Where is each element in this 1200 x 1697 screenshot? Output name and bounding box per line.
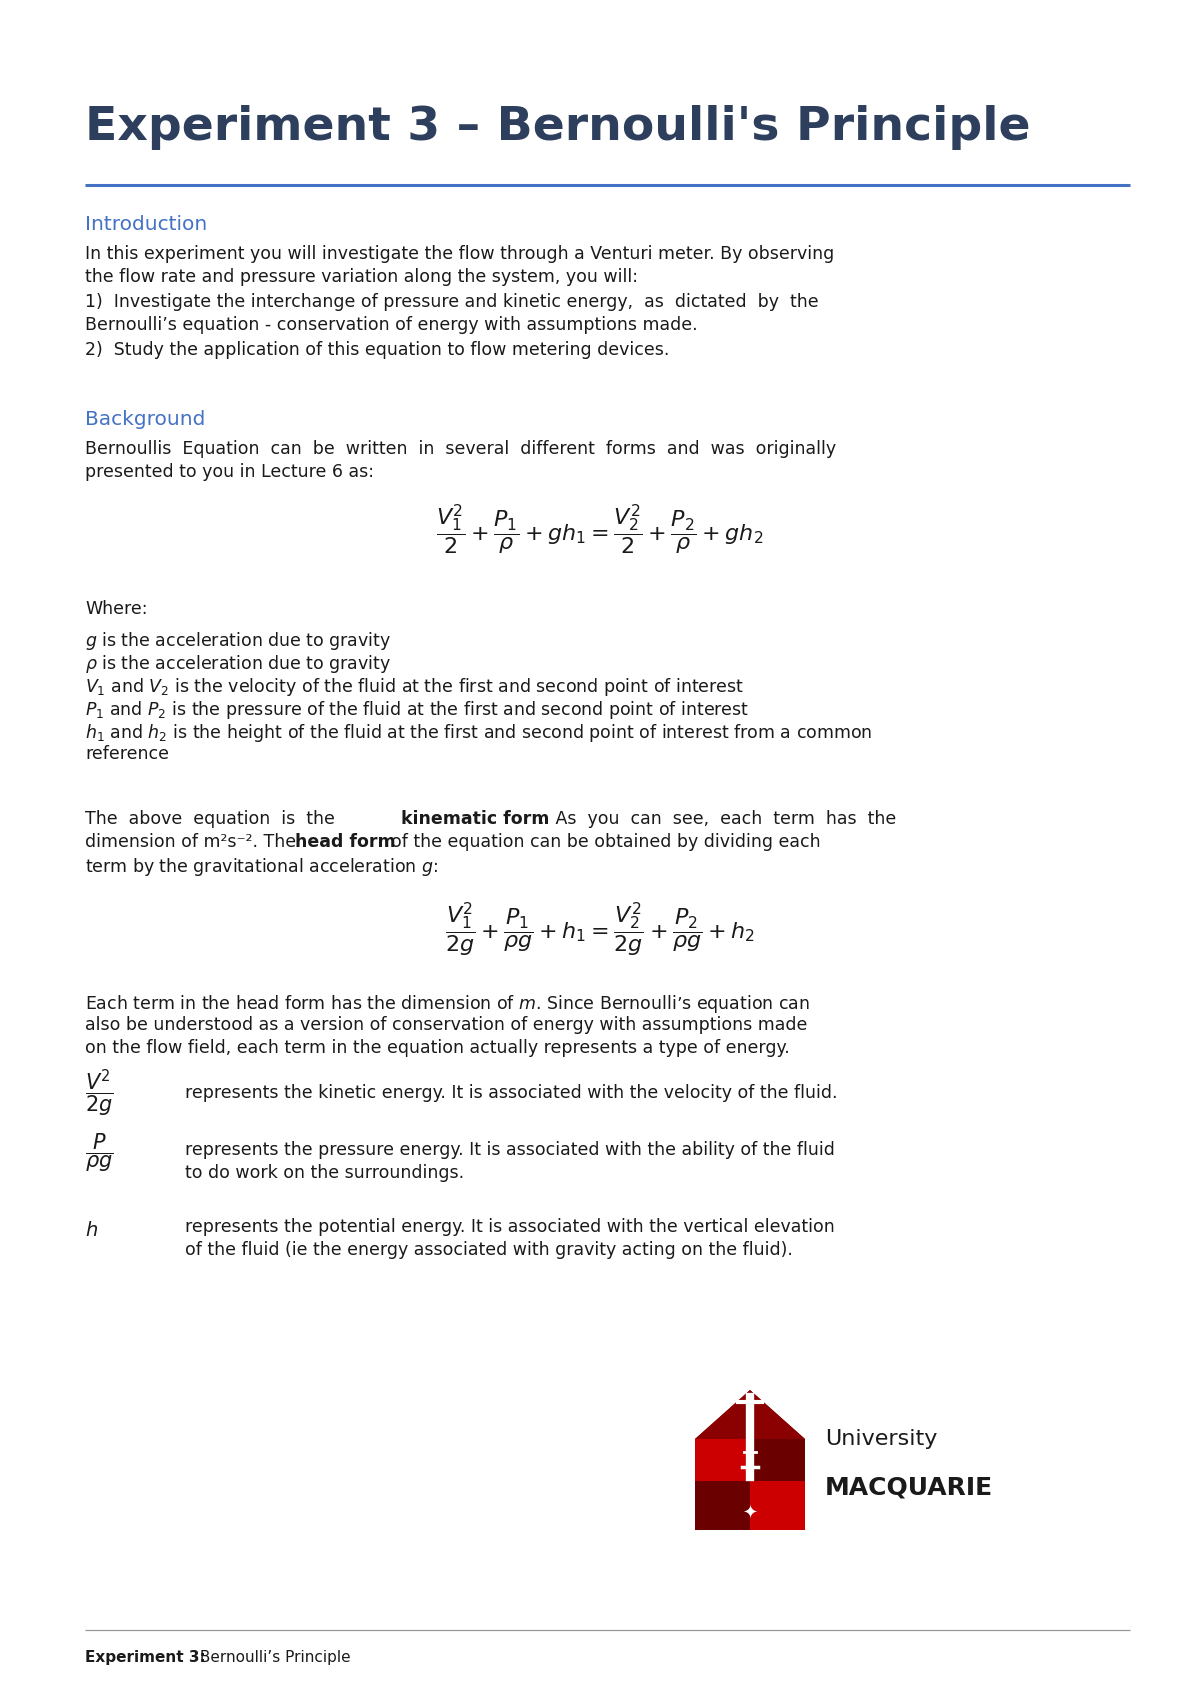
Text: Where:: Where: (85, 601, 148, 618)
Text: 1)  Investigate the interchange of pressure and kinetic energy,  as  dictated  b: 1) Investigate the interchange of pressu… (85, 294, 818, 311)
Text: of the fluid (ie the energy associated with gravity acting on the fluid).: of the fluid (ie the energy associated w… (185, 1241, 793, 1259)
Text: 2)  Study the application of this equation to flow metering devices.: 2) Study the application of this equatio… (85, 341, 670, 360)
Polygon shape (695, 1481, 750, 1531)
Text: Bernoulli’s equation - conservation of energy with assumptions made.: Bernoulli’s equation - conservation of e… (85, 316, 697, 334)
Polygon shape (750, 1481, 805, 1531)
Text: MACQUARIE: MACQUARIE (826, 1476, 994, 1500)
Text: Experiment 3:: Experiment 3: (85, 1649, 205, 1665)
Text: $\dfrac{V_1^2}{2g} + \dfrac{P_1}{\rho g} + h_1 = \dfrac{V_2^2}{2g} + \dfrac{P_2}: $\dfrac{V_1^2}{2g} + \dfrac{P_1}{\rho g}… (445, 901, 755, 959)
Text: .  As  you  can  see,  each  term  has  the: . As you can see, each term has the (539, 809, 896, 828)
Text: Background: Background (85, 411, 205, 429)
Text: presented to you in Lecture 6 as:: presented to you in Lecture 6 as: (85, 463, 374, 480)
Text: In this experiment you will investigate the flow through a Venturi meter. By obs: In this experiment you will investigate … (85, 244, 834, 263)
Text: on the flow field, each term in the equation actually represents a type of energ: on the flow field, each term in the equa… (85, 1039, 790, 1057)
Text: Experiment 3 – Bernoulli's Principle: Experiment 3 – Bernoulli's Principle (85, 105, 1031, 149)
Text: head form: head form (295, 833, 396, 850)
Text: University: University (826, 1429, 937, 1449)
Polygon shape (695, 1439, 750, 1481)
Text: ✦: ✦ (743, 1504, 757, 1522)
Text: $P_1$ and $P_2$ is the pressure of the fluid at the first and second point of in: $P_1$ and $P_2$ is the pressure of the f… (85, 699, 749, 721)
Text: $h_1$ and $h_2$ is the height of the fluid at the first and second point of inte: $h_1$ and $h_2$ is the height of the flu… (85, 721, 872, 743)
Text: The  above  equation  is  the: The above equation is the (85, 809, 346, 828)
Text: $V_1$ and $V_2$ is the velocity of the fluid at the first and second point of in: $V_1$ and $V_2$ is the velocity of the f… (85, 675, 744, 697)
Polygon shape (750, 1439, 805, 1481)
Text: Introduction: Introduction (85, 216, 208, 234)
Text: $h$: $h$ (85, 1220, 98, 1239)
Text: represents the kinetic energy. It is associated with the velocity of the fluid.: represents the kinetic energy. It is ass… (185, 1084, 838, 1101)
Text: term by the gravitational acceleration $g$:: term by the gravitational acceleration $… (85, 855, 438, 877)
Text: the flow rate and pressure variation along the system, you will:: the flow rate and pressure variation alo… (85, 268, 638, 287)
Text: kinematic form: kinematic form (401, 809, 550, 828)
Text: $\dfrac{V^2}{2g}$: $\dfrac{V^2}{2g}$ (85, 1067, 114, 1118)
Text: $\rho$ is the acceleration due to gravity: $\rho$ is the acceleration due to gravit… (85, 653, 391, 675)
Text: Each term in the head form has the dimension of $m$. Since Bernoulli’s equation : Each term in the head form has the dimen… (85, 993, 810, 1015)
Text: of the equation can be obtained by dividing each: of the equation can be obtained by divid… (380, 833, 821, 850)
Text: Bernoullis  Equation  can  be  written  in  several  different  forms  and  was : Bernoullis Equation can be written in se… (85, 440, 836, 458)
Text: represents the pressure energy. It is associated with the ability of the fluid: represents the pressure energy. It is as… (185, 1140, 835, 1159)
Text: to do work on the surroundings.: to do work on the surroundings. (185, 1164, 464, 1183)
Polygon shape (695, 1390, 805, 1439)
Text: $\dfrac{V_1^2}{2} + \dfrac{P_1}{\rho} + gh_1 = \dfrac{V_2^2}{2} + \dfrac{P_2}{\r: $\dfrac{V_1^2}{2} + \dfrac{P_1}{\rho} + … (437, 502, 763, 557)
Text: represents the potential energy. It is associated with the vertical elevation: represents the potential energy. It is a… (185, 1218, 835, 1235)
Polygon shape (695, 1390, 805, 1531)
Text: $\dfrac{P}{\rho g}$: $\dfrac{P}{\rho g}$ (85, 1132, 114, 1174)
Text: dimension of m²s⁻². The: dimension of m²s⁻². The (85, 833, 307, 850)
Text: $g$ is the acceleration due to gravity: $g$ is the acceleration due to gravity (85, 630, 391, 652)
Text: also be understood as a version of conservation of energy with assumptions made: also be understood as a version of conse… (85, 1017, 808, 1033)
Text: Bernoulli’s Principle: Bernoulli’s Principle (194, 1649, 350, 1665)
Text: reference: reference (85, 745, 169, 764)
